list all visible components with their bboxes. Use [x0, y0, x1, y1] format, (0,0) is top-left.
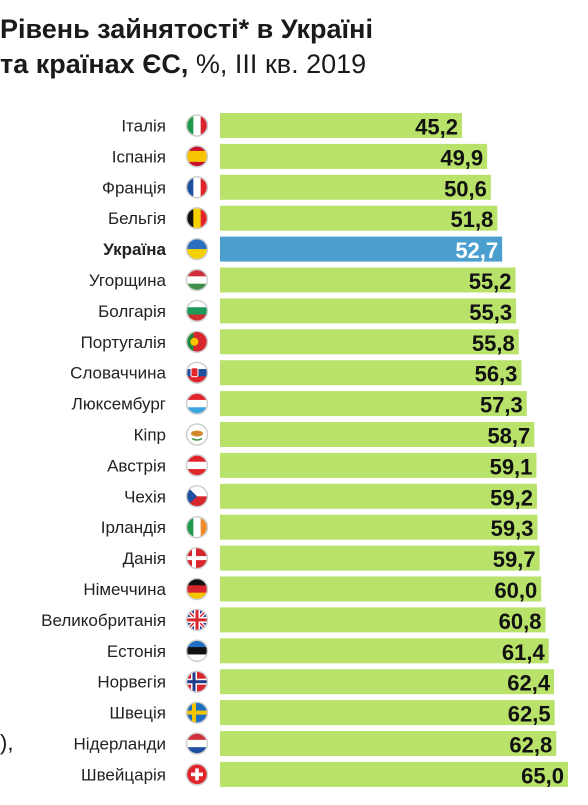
- bar-18: [220, 669, 555, 695]
- category-label-6: Болгарія: [98, 302, 166, 321]
- category-label-3: Бельгія: [108, 209, 166, 228]
- portugal-flag-icon: [185, 330, 209, 354]
- bar-13: [220, 514, 538, 540]
- uk-flag-icon: [185, 608, 209, 632]
- bar-14: [220, 545, 540, 571]
- value-label-7: 55,8: [472, 331, 515, 356]
- value-label-4: 52,7: [455, 238, 498, 263]
- value-label-10: 58,7: [487, 424, 530, 449]
- bar-20: [220, 731, 557, 756]
- austria-flag-icon: [185, 454, 209, 477]
- bar-3: [220, 205, 498, 231]
- sweden-flag-icon: [185, 701, 209, 724]
- value-label-0: 45,2: [415, 115, 458, 140]
- netherlands-flag-icon: [185, 732, 209, 755]
- title-line-1: Рівень зайнятості* в Україні: [0, 14, 373, 44]
- norway-flag-icon: [185, 670, 209, 693]
- value-label-21: 65,0: [521, 763, 564, 788]
- category-label-21: Швейцарія: [81, 765, 166, 784]
- bar-19: [220, 700, 555, 726]
- germany-flag-icon: [185, 577, 209, 601]
- value-label-19: 62,5: [508, 702, 551, 727]
- category-label-11: Австрія: [107, 456, 166, 475]
- chart-title: Рівень зайнятості* в Україні та країнах …: [0, 12, 588, 82]
- category-label-17: Естонія: [107, 642, 166, 661]
- value-label-17: 61,4: [502, 640, 546, 665]
- bar-17: [220, 638, 549, 664]
- value-label-8: 56,3: [475, 362, 518, 387]
- title-line-2: та країнах ЄС, %, III кв. 2019: [0, 47, 588, 82]
- italy-flag-icon: [185, 114, 209, 137]
- value-label-2: 50,6: [444, 176, 487, 201]
- value-label-1: 49,9: [440, 145, 483, 170]
- category-label-0: Італія: [121, 117, 166, 136]
- value-label-11: 59,1: [490, 454, 533, 479]
- hungary-flag-icon: [185, 268, 209, 292]
- luxembourg-flag-icon: [185, 392, 209, 415]
- category-label-1: Іспанія: [112, 147, 166, 166]
- bar-1: [220, 143, 488, 169]
- category-label-2: Франція: [102, 178, 166, 197]
- value-label-5: 55,2: [469, 269, 512, 294]
- category-label-19: Швеція: [109, 704, 166, 723]
- spain-flag-icon: [185, 145, 209, 168]
- bar-10: [220, 422, 535, 447]
- value-label-13: 59,3: [491, 516, 534, 541]
- value-label-12: 59,2: [490, 485, 533, 510]
- category-label-7: Португалія: [81, 333, 166, 352]
- title-line-2-rest: %, III кв. 2019: [188, 49, 367, 79]
- value-label-3: 51,8: [451, 207, 494, 232]
- switzerland-flag-icon: [185, 763, 209, 786]
- bar-4: [220, 236, 503, 262]
- estonia-flag-icon: [185, 639, 209, 663]
- value-label-6: 55,3: [469, 300, 512, 325]
- value-label-15: 60,0: [494, 578, 537, 603]
- value-label-14: 59,7: [493, 547, 536, 572]
- bar-11: [220, 452, 537, 478]
- category-label-5: Угорщина: [89, 271, 167, 290]
- bar-21: [220, 761, 568, 787]
- category-label-14: Данія: [123, 549, 166, 568]
- bar-0: [220, 113, 462, 138]
- slovakia-flag-icon: [185, 361, 209, 384]
- bar-12: [220, 483, 537, 509]
- bar-7: [220, 329, 519, 355]
- czechia-flag-icon: [185, 485, 209, 508]
- ukraine-flag-icon: [185, 237, 209, 261]
- denmark-flag-icon: [185, 546, 209, 570]
- france-flag-icon: [185, 176, 209, 199]
- category-label-9: Люксембург: [72, 395, 166, 414]
- bulgaria-flag-icon: [185, 299, 209, 323]
- value-label-18: 62,4: [507, 671, 551, 696]
- cyprus-flag-icon: [185, 423, 209, 446]
- bar-8: [220, 360, 522, 386]
- category-label-13: Ірландія: [101, 518, 166, 537]
- title-line-2-bold: та країнах ЄС,: [0, 49, 189, 79]
- bar-9: [220, 391, 527, 417]
- category-label-20: Нідерланди: [74, 735, 166, 754]
- category-label-12: Чехія: [124, 487, 166, 506]
- category-label-4: Україна: [103, 240, 166, 259]
- bar-5: [220, 267, 516, 293]
- bar-6: [220, 298, 517, 324]
- value-label-20: 62,8: [509, 733, 552, 758]
- belgium-flag-icon: [185, 206, 209, 230]
- value-label-16: 60,8: [499, 609, 542, 634]
- cropped-text-fragment: ),: [0, 730, 14, 755]
- category-label-15: Німеччина: [83, 580, 166, 599]
- bar-16: [220, 607, 546, 633]
- bar-2: [220, 174, 491, 200]
- bar-15: [220, 576, 542, 602]
- category-label-10: Кіпр: [134, 426, 166, 445]
- category-label-16: Великобританія: [41, 611, 166, 630]
- value-label-9: 57,3: [480, 393, 523, 418]
- ireland-flag-icon: [185, 515, 209, 539]
- category-label-8: Словаччина: [70, 364, 166, 383]
- category-label-18: Норвегія: [97, 673, 166, 692]
